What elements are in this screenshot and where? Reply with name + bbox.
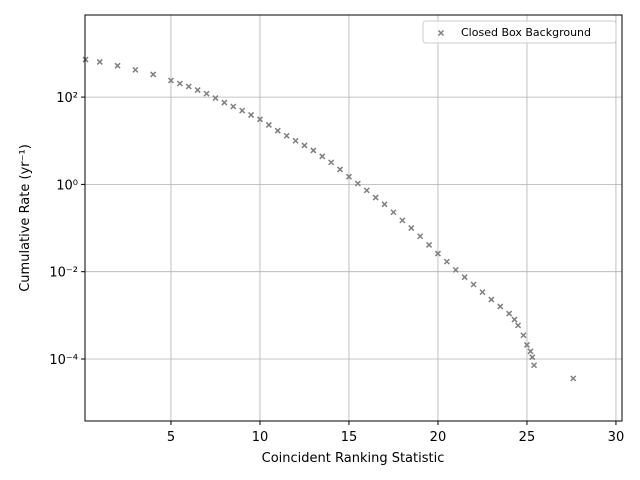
point [176, 80, 183, 87]
point [82, 56, 89, 63]
point [167, 77, 175, 84]
point [488, 296, 495, 303]
point [506, 310, 513, 317]
y-tick-label: 10⁻² [49, 266, 78, 281]
point [408, 225, 415, 232]
y-axis-label: Cumulative Rate (yr⁻¹) [18, 144, 33, 292]
legend: Closed Box Background [422, 20, 617, 44]
point [328, 159, 335, 166]
y-tick-label: 10⁰ [56, 178, 78, 193]
point [310, 147, 317, 154]
y-tick-label: 10⁻⁴ [49, 353, 78, 368]
point [337, 166, 344, 173]
point [390, 209, 397, 216]
point [515, 322, 522, 329]
point [345, 173, 352, 180]
point [150, 71, 157, 78]
point [230, 103, 237, 110]
point [185, 83, 192, 90]
point [248, 111, 255, 118]
x-tick-label: 25 [519, 430, 536, 445]
point [239, 107, 246, 114]
x-axis-label: Coincident Ranking Statistic [262, 451, 445, 466]
point [221, 99, 228, 106]
point [399, 217, 406, 224]
point [434, 250, 441, 257]
y-tick-label: 10² [56, 91, 78, 106]
point [461, 274, 468, 281]
point [497, 303, 504, 310]
point [479, 289, 486, 296]
point [417, 233, 424, 240]
x-tick-label: 10 [252, 430, 269, 445]
point [114, 62, 121, 69]
legend-marker [437, 29, 445, 37]
point [354, 180, 361, 187]
point [570, 375, 577, 382]
point [274, 127, 281, 134]
x-tick-label: 5 [167, 430, 175, 445]
plot-frame [84, 14, 623, 422]
point [372, 194, 379, 201]
point [470, 281, 477, 288]
point [132, 66, 139, 73]
grid [85, 15, 622, 421]
point [511, 316, 518, 323]
point [426, 241, 433, 248]
point [452, 266, 459, 273]
point [283, 132, 290, 139]
point [527, 348, 534, 355]
points [82, 56, 577, 382]
x-tick-label: 20 [430, 430, 447, 445]
point [443, 258, 450, 265]
point [381, 201, 388, 208]
point [203, 90, 210, 97]
point [301, 142, 308, 149]
x-tick-label: 30 [608, 430, 625, 445]
point [529, 354, 536, 361]
point [319, 153, 326, 160]
point [96, 58, 103, 65]
point [256, 116, 263, 123]
legend-label: Closed Box Background [461, 26, 591, 39]
point [212, 95, 219, 102]
point [363, 187, 370, 194]
point [520, 332, 527, 339]
point [292, 137, 299, 144]
x-tick-label: 15 [341, 430, 358, 445]
point [194, 87, 201, 94]
point [531, 362, 538, 369]
point [265, 121, 272, 128]
point [523, 341, 530, 348]
legend-box [422, 20, 617, 44]
